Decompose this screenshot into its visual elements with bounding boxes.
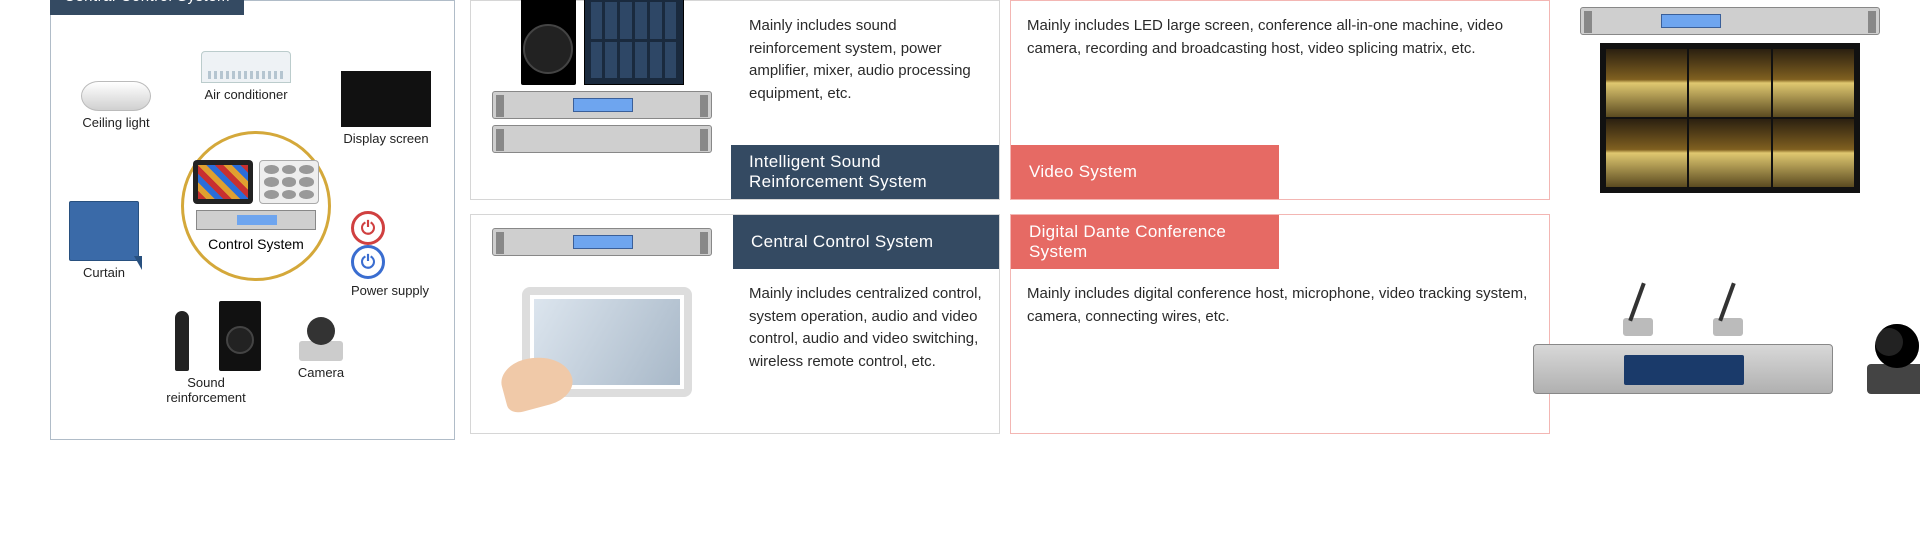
camera-icon: [291, 311, 351, 361]
video-system-image: [1560, 0, 1900, 200]
air-conditioner-icon: [201, 51, 291, 83]
power-supply-icon: ⏻⏻: [351, 211, 429, 279]
central-tablet-image: [471, 269, 733, 415]
node-label: Air conditioner: [204, 87, 287, 102]
conference-host-icon: [1523, 276, 1843, 394]
hub-tablet-icon: [193, 160, 253, 204]
rack-unit-icon: [492, 228, 712, 256]
video-system-desc: Mainly includes LED large screen, confer…: [1011, 1, 1549, 147]
sound-system-title: Intelligent Sound Reinforcement System: [731, 145, 999, 199]
node-label: Camera: [298, 365, 344, 380]
node-label: Sound reinforcement: [166, 375, 245, 405]
display-screen-icon: [341, 71, 431, 127]
video-wall-icon: [1600, 43, 1860, 193]
dante-system-image: [1560, 230, 1900, 440]
node-label: Curtain: [83, 265, 125, 280]
central-control-title: Central Control System: [733, 215, 999, 269]
right-column: Mainly includes LED large screen, confer…: [1010, 0, 1550, 448]
card-video-system: Mainly includes LED large screen, confer…: [1010, 0, 1550, 200]
hub-label: Control System: [208, 236, 304, 252]
central-rack-image: [471, 215, 733, 269]
control-system-hub: Control System: [181, 131, 331, 281]
video-system-title: Video System: [1011, 145, 1279, 199]
rack-unit-icon: [492, 91, 712, 119]
node-display-screen: Display screen: [341, 71, 431, 146]
hub-keypad-icon: [259, 160, 319, 204]
tablet-hand-icon: [502, 277, 702, 407]
node-camera: Camera: [291, 311, 351, 380]
node-power-supply: ⏻⏻ Power supply: [351, 211, 429, 298]
dante-system-title: Digital Dante Conference System: [1011, 215, 1279, 269]
sound-system-image: [471, 1, 733, 147]
amplifier-icon: [492, 125, 712, 153]
speaker-icon: [219, 301, 261, 371]
node-label: Power supply: [351, 283, 429, 298]
conference-mic-icon: [1613, 276, 1663, 336]
node-label: Ceiling light: [82, 115, 149, 130]
curtain-icon: [69, 201, 139, 261]
mixer-icon: [584, 0, 684, 85]
conference-mic-icon: [1703, 276, 1753, 336]
ptz-camera-icon: [1857, 294, 1920, 394]
node-curtain: Curtain: [69, 201, 139, 280]
node-sound-reinforcement: Sound reinforcement: [151, 301, 261, 405]
left-panel-title: Central Control System: [50, 0, 244, 15]
microphone-icon: [175, 311, 189, 371]
left-panel: Central Control System Ceiling light Air…: [50, 0, 455, 440]
card-central-control: Central Control System Mainly includes c…: [470, 214, 1000, 434]
rack-unit-icon: [1580, 7, 1880, 35]
node-label: Display screen: [343, 131, 428, 146]
central-control-desc: Mainly includes centralized control, sys…: [733, 269, 999, 415]
ceiling-light-icon: [81, 81, 151, 111]
card-dante-system: Digital Dante Conference System Mainly i…: [1010, 214, 1550, 434]
hub-rack-icon: [196, 210, 316, 230]
node-air-conditioner: Air conditioner: [201, 51, 291, 102]
card-sound-system: Mainly includes sound reinforcement syst…: [470, 0, 1000, 200]
center-column: Mainly includes sound reinforcement syst…: [470, 0, 1000, 448]
dante-system-desc: Mainly includes digital conference host,…: [1011, 269, 1549, 342]
node-ceiling-light: Ceiling light: [81, 81, 151, 130]
sound-system-desc: Mainly includes sound reinforcement syst…: [733, 1, 999, 147]
speaker-icon: [521, 0, 576, 85]
